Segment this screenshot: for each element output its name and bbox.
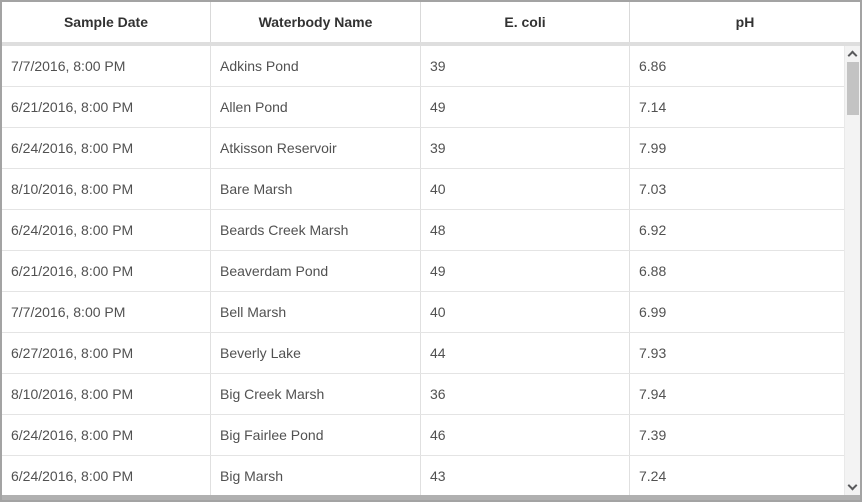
table-row[interactable]: 6/21/2016, 8:00 PM Allen Pond 49 7.14: [2, 87, 860, 128]
cell-ecoli: 44: [421, 333, 630, 373]
column-header-ecoli[interactable]: E. coli: [421, 2, 630, 42]
cell-ph: 6.99: [639, 304, 667, 320]
cell-sample-date: 8/10/2016, 8:00 PM: [2, 374, 211, 414]
scrollbar-thumb[interactable]: [847, 62, 859, 115]
cell-ph: 7.24: [639, 468, 667, 484]
cell-ecoli: 48: [421, 210, 630, 250]
table-row[interactable]: 6/24/2016, 8:00 PM Beards Creek Marsh 48…: [2, 210, 860, 251]
cell-ph: 6.86: [639, 58, 667, 74]
header-divider: [2, 42, 860, 46]
cell-waterbody-name: Big Fairlee Pond: [211, 415, 421, 455]
cell-waterbody-name: Bell Marsh: [211, 292, 421, 332]
table-row[interactable]: 6/21/2016, 8:00 PM Beaverdam Pond 49 6.8…: [2, 251, 860, 292]
cell-sample-date: 6/24/2016, 8:00 PM: [2, 456, 211, 495]
cell-ecoli: 40: [421, 292, 630, 332]
cell-waterbody-name: Beards Creek Marsh: [211, 210, 421, 250]
cell-ph: 7.93: [639, 345, 667, 361]
cell-ph: 7.14: [639, 99, 667, 115]
cell-sample-date: 6/24/2016, 8:00 PM: [2, 415, 211, 455]
cell-ph: 7.94: [639, 386, 667, 402]
cell-ph: 7.03: [639, 181, 667, 197]
cell-waterbody-name: Beverly Lake: [211, 333, 421, 373]
column-header-sample-date[interactable]: Sample Date: [2, 2, 211, 42]
cell-ph: 7.39: [639, 427, 667, 443]
cell-ecoli: 39: [421, 46, 630, 86]
table-row[interactable]: 6/24/2016, 8:00 PM Big Marsh 43 7.24: [2, 456, 860, 495]
cell-ecoli: 43: [421, 456, 630, 495]
cell-sample-date: 6/27/2016, 8:00 PM: [2, 333, 211, 373]
horizontal-scrollbar[interactable]: [2, 495, 860, 500]
cell-ecoli: 36: [421, 374, 630, 414]
cell-waterbody-name: Bare Marsh: [211, 169, 421, 209]
table-row[interactable]: 6/27/2016, 8:00 PM Beverly Lake 44 7.93: [2, 333, 860, 374]
cell-sample-date: 7/7/2016, 8:00 PM: [2, 46, 211, 86]
chevron-down-icon[interactable]: [847, 480, 858, 491]
table-row[interactable]: 6/24/2016, 8:00 PM Atkisson Reservoir 39…: [2, 128, 860, 169]
cell-sample-date: 7/7/2016, 8:00 PM: [2, 292, 211, 332]
cell-ecoli: 49: [421, 87, 630, 127]
cell-ecoli: 46: [421, 415, 630, 455]
cell-ecoli: 40: [421, 169, 630, 209]
table-row[interactable]: 8/10/2016, 8:00 PM Big Creek Marsh 36 7.…: [2, 374, 860, 415]
table-row[interactable]: 6/24/2016, 8:00 PM Big Fairlee Pond 46 7…: [2, 415, 860, 456]
cell-ph: 6.92: [639, 222, 667, 238]
cell-ecoli: 39: [421, 128, 630, 168]
cell-ph: 6.88: [639, 263, 667, 279]
table-body: 7/7/2016, 8:00 PM Adkins Pond 39 6.86 6/…: [2, 46, 860, 495]
cell-sample-date: 6/21/2016, 8:00 PM: [2, 87, 211, 127]
table-row[interactable]: 7/7/2016, 8:00 PM Bell Marsh 40 6.99: [2, 292, 860, 333]
cell-waterbody-name: Big Creek Marsh: [211, 374, 421, 414]
cell-waterbody-name: Big Marsh: [211, 456, 421, 495]
column-header-waterbody-name[interactable]: Waterbody Name: [211, 2, 421, 42]
cell-waterbody-name: Beaverdam Pond: [211, 251, 421, 291]
cell-ecoli: 49: [421, 251, 630, 291]
cell-ph: 7.99: [639, 140, 667, 156]
chevron-up-icon[interactable]: [847, 50, 858, 61]
cell-sample-date: 6/21/2016, 8:00 PM: [2, 251, 211, 291]
cell-waterbody-name: Allen Pond: [211, 87, 421, 127]
cell-sample-date: 6/24/2016, 8:00 PM: [2, 210, 211, 250]
cell-waterbody-name: Atkisson Reservoir: [211, 128, 421, 168]
column-header-ph[interactable]: pH: [735, 14, 755, 30]
cell-waterbody-name: Adkins Pond: [211, 46, 421, 86]
vertical-scrollbar[interactable]: [844, 46, 860, 495]
table-header-row: Sample Date Waterbody Name E. coli pH: [2, 2, 860, 42]
table-row[interactable]: 7/7/2016, 8:00 PM Adkins Pond 39 6.86: [2, 46, 860, 87]
cell-sample-date: 6/24/2016, 8:00 PM: [2, 128, 211, 168]
table-row[interactable]: 8/10/2016, 8:00 PM Bare Marsh 40 7.03: [2, 169, 860, 210]
cell-sample-date: 8/10/2016, 8:00 PM: [2, 169, 211, 209]
